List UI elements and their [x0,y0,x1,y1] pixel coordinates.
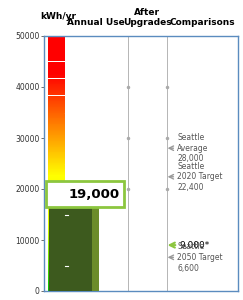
Text: Seattle
Average
28,000: Seattle Average 28,000 [177,133,208,164]
Text: 9,000*: 9,000* [179,241,209,250]
Text: Seattle
2020 Target
22,400: Seattle 2020 Target 22,400 [177,161,223,192]
FancyBboxPatch shape [46,181,124,207]
Text: Annual Use: Annual Use [67,18,125,27]
Text: Comparisons: Comparisons [170,18,235,27]
Text: Seattle
2050 Target
6,600: Seattle 2050 Target 6,600 [177,242,223,273]
Text: 19,000: 19,000 [69,188,120,201]
Text: After
Upgrades: After Upgrades [123,8,172,27]
Text: kWh/yr: kWh/yr [40,12,76,21]
